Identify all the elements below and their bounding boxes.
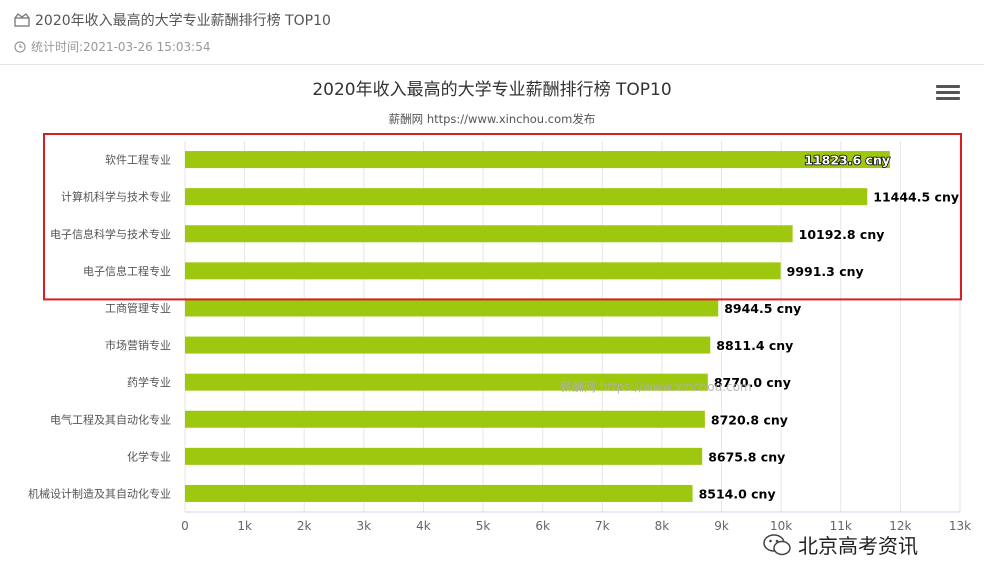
bar: [185, 299, 719, 317]
x-tick-label: 10k: [770, 519, 792, 533]
y-category-label: 软件工程专业: [105, 153, 171, 167]
bar: [185, 373, 708, 391]
data-label: 8514.0 cny: [699, 486, 776, 501]
data-label: 8675.8 cny: [708, 449, 785, 464]
data-label: 8720.8 cny: [711, 412, 788, 427]
bar: [185, 188, 868, 206]
x-tick-label: 13k: [949, 519, 971, 533]
bar: [185, 151, 890, 169]
corner-watermark: 北京高考资讯: [762, 530, 918, 559]
chart-subtitle: 薪酬网 https://www.xinchou.com发布: [389, 112, 596, 126]
ranking-icon: [14, 13, 30, 27]
data-label: 8770.0 cny: [714, 375, 791, 390]
y-category-label: 电子信息科学与技术专业: [50, 227, 171, 241]
bar: [185, 262, 781, 280]
chart-title: 2020年收入最高的大学专业薪酬排行榜 TOP10: [312, 80, 671, 100]
y-category-label: 电气工程及其自动化专业: [50, 412, 171, 426]
x-tick-label: 5k: [476, 519, 491, 533]
data-label: 11823.6 cny: [804, 153, 890, 168]
bar: [185, 410, 705, 428]
stat-time-text: 统计时间:2021-03-26 15:03:54: [31, 40, 211, 54]
x-tick-label: 7k: [595, 519, 610, 533]
stat-time: 统计时间:2021-03-26 15:03:54: [14, 38, 211, 55]
clock-icon: [14, 40, 26, 53]
corner-watermark-text: 北京高考资讯: [798, 534, 918, 558]
data-label: 8944.5 cny: [724, 301, 801, 316]
data-label: 11444.5 cny: [873, 190, 959, 205]
chart-menu-button[interactable]: [936, 82, 960, 104]
page-header: 2020年收入最高的大学专业薪酬排行榜 TOP10 统计时间:2021-03-2…: [0, 0, 984, 65]
chart-watermark: 薪酬网 https://www.xinchou.com: [560, 380, 752, 394]
y-category-label: 计算机科学与技术专业: [61, 190, 171, 204]
x-tick-label: 4k: [416, 519, 431, 533]
x-tick-label: 11k: [830, 519, 852, 533]
y-category-label: 电子信息工程专业: [83, 264, 171, 278]
wechat-icon: [763, 533, 791, 555]
page-title-text: 2020年收入最高的大学专业薪酬排行榜 TOP10: [35, 13, 331, 29]
hamburger-menu-icon: [936, 85, 960, 88]
data-label: 10192.8 cny: [799, 227, 885, 242]
highlight-box: [43, 133, 962, 301]
y-category-label: 工商管理专业: [105, 301, 171, 315]
x-tick-label: 3k: [357, 519, 372, 533]
y-category-label: 药学专业: [127, 375, 171, 389]
data-label: 9991.3 cny: [787, 264, 864, 279]
y-category-label: 化学专业: [127, 449, 171, 463]
x-tick-label: 9k: [714, 519, 729, 533]
x-tick-label: 0: [181, 519, 189, 533]
bar: [185, 225, 793, 243]
y-category-label: 市场营销专业: [105, 338, 171, 352]
data-label: 8811.4 cny: [716, 338, 793, 353]
bar: [185, 484, 693, 502]
bar: [185, 336, 711, 354]
x-tick-label: 12k: [889, 519, 911, 533]
x-tick-label: 8k: [655, 519, 670, 533]
x-tick-label: 2k: [297, 519, 312, 533]
page-title: 2020年收入最高的大学专业薪酬排行榜 TOP10: [14, 10, 331, 30]
y-category-label: 机械设计制造及其自动化专业: [28, 486, 171, 500]
x-tick-label: 6k: [535, 519, 550, 533]
bar: [185, 447, 703, 465]
x-tick-label: 1k: [237, 519, 252, 533]
